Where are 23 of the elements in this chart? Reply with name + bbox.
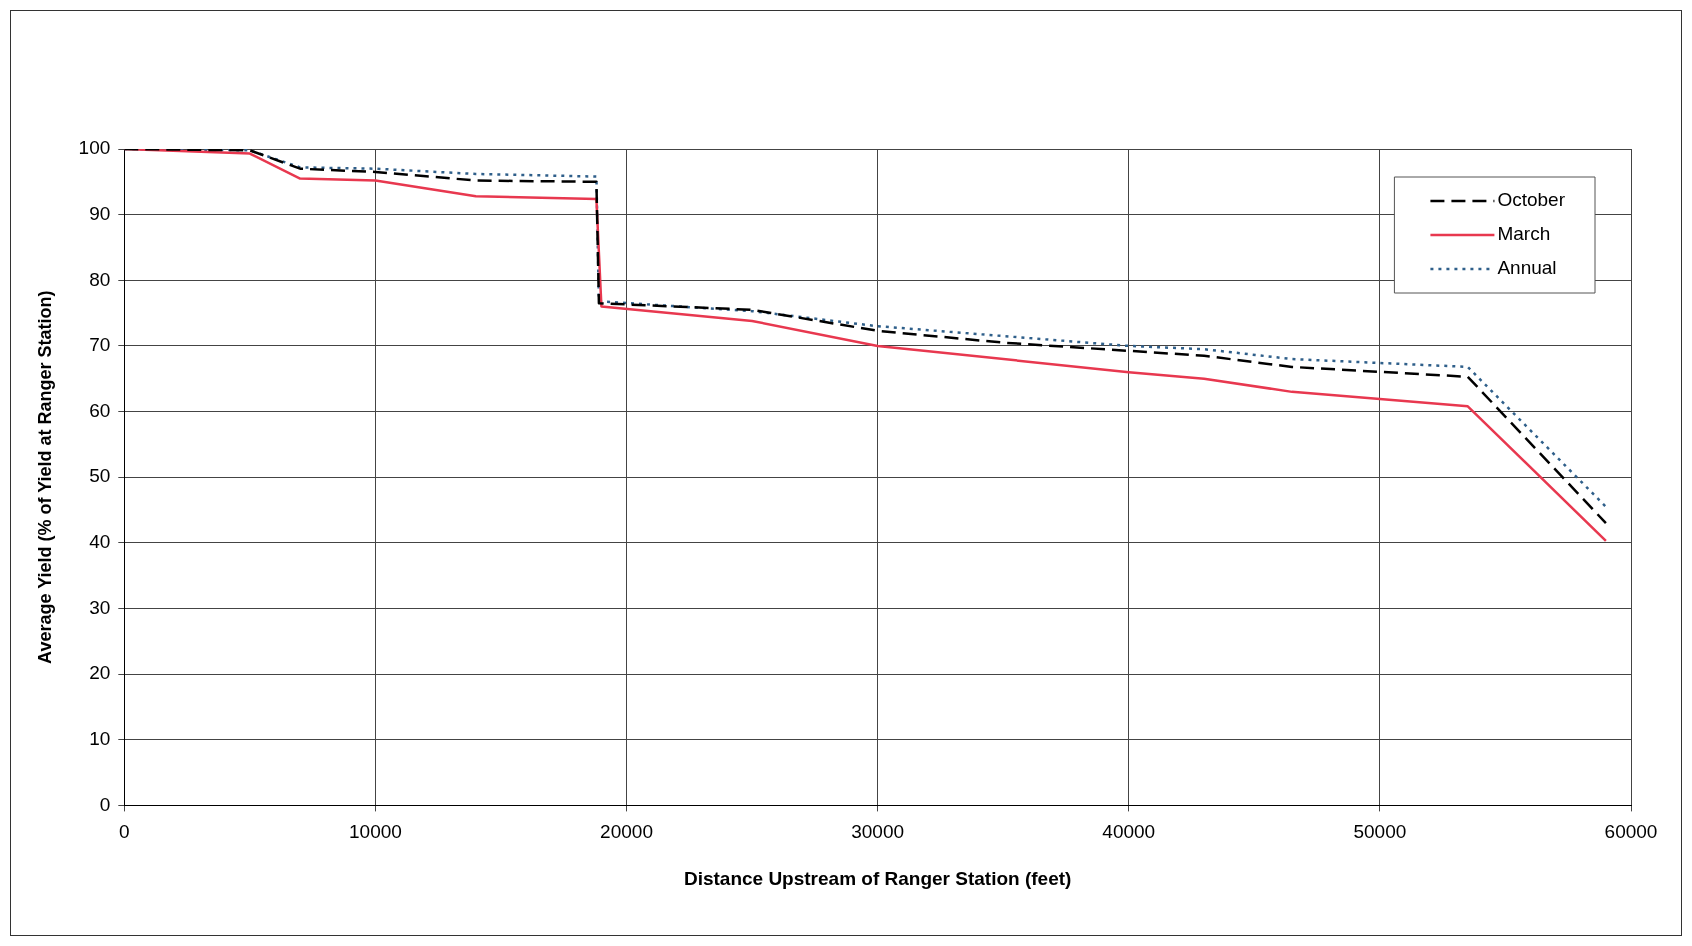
y-tick-label: 90 (89, 202, 111, 224)
y-tick-label: 0 (99, 793, 111, 815)
y-tick-label: 60 (89, 399, 111, 421)
y-axis-title: Average Yield (% of Yield at Ranger Station) (34, 290, 55, 664)
y-tick-label: 20 (89, 662, 111, 684)
y-tick-label: 50 (89, 465, 111, 487)
x-tick-label: 40000 (1102, 821, 1156, 843)
legend-label: March (1497, 223, 1551, 245)
y-tick-label: 100 (78, 137, 111, 159)
x-tick-label: 20000 (600, 821, 653, 843)
x-tick-label: 10000 (349, 821, 402, 843)
y-tick-label: 40 (89, 531, 111, 553)
y-tick-label: 10 (89, 727, 111, 749)
x-axis-title: Distance Upstream of Ranger Station (feet) (683, 867, 1072, 889)
x-tick-label: 50000 (1353, 821, 1407, 843)
y-tick-label: 70 (89, 334, 111, 356)
y-tick-label: 30 (89, 596, 111, 618)
y-tick-label: 80 (89, 268, 111, 290)
x-tick-label: 0 (119, 821, 130, 843)
x-tick-label: 30000 (851, 821, 905, 843)
legend-label: Annual (1497, 257, 1557, 279)
x-tick-label: 60000 (1604, 821, 1658, 843)
legend-label: October (1497, 189, 1566, 211)
